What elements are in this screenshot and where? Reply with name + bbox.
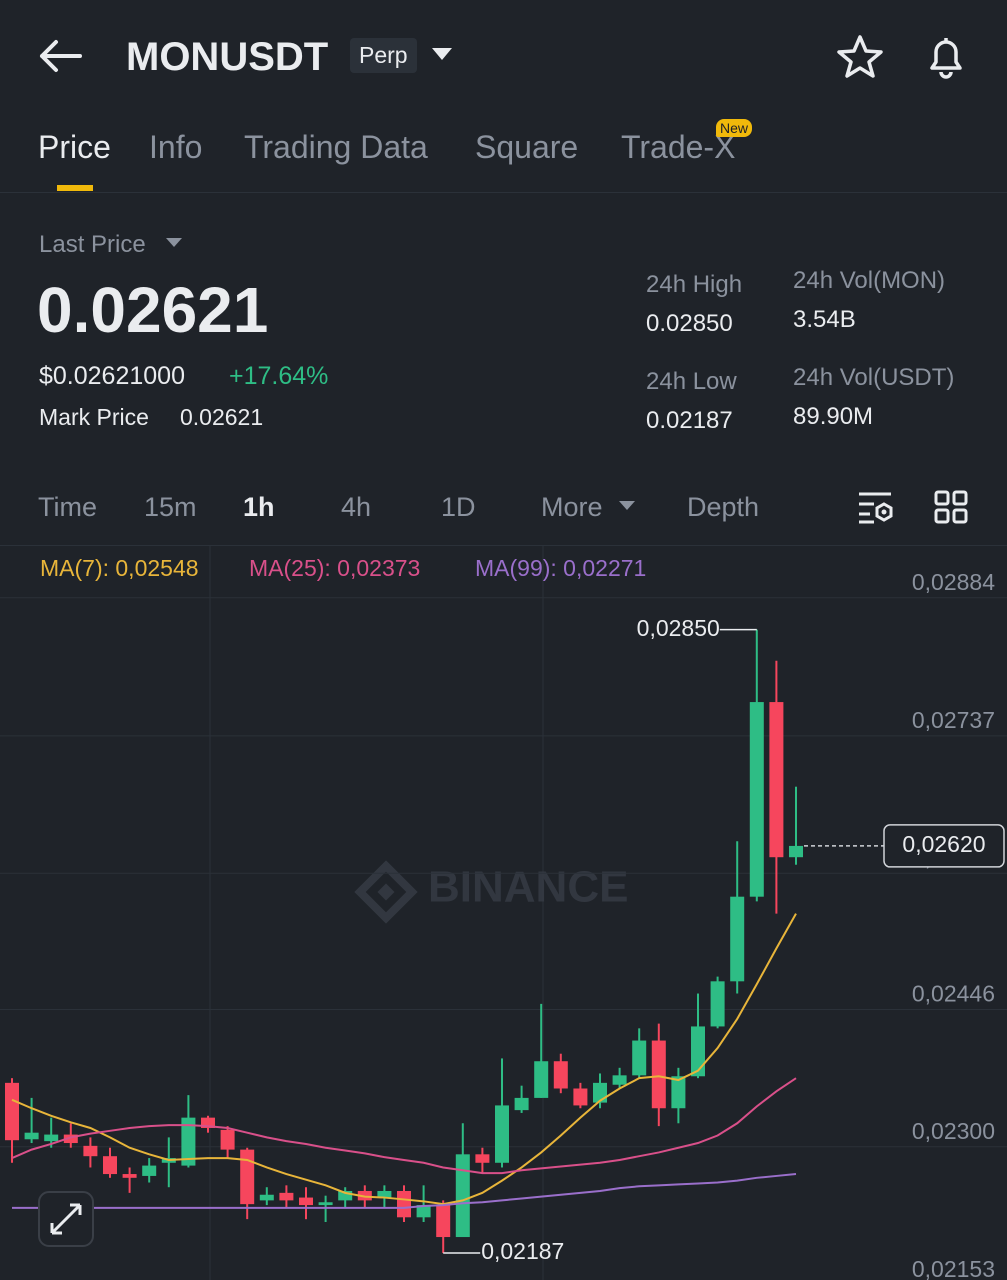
tab[interactable]: Info xyxy=(149,129,203,165)
candlestick-chart: BINANCE 0,028840,027370,025910,024460,02… xyxy=(0,546,1007,1280)
candle-body xyxy=(299,1197,313,1206)
candle-body xyxy=(691,1026,705,1077)
candle-body xyxy=(279,1192,294,1201)
interval[interactable]: 1D xyxy=(441,492,476,522)
candle-body xyxy=(416,1205,431,1218)
price-change: +17.64% xyxy=(229,362,329,390)
candle-body xyxy=(455,1154,470,1238)
candle-body xyxy=(142,1165,157,1176)
candle-body xyxy=(220,1129,235,1150)
watermark: BINANCE xyxy=(354,860,628,924)
ma-legend: MA(25): 0,02373 xyxy=(249,555,421,581)
ma-legend: MA(99): 0,02271 xyxy=(475,555,647,581)
y-tick-label: 0,02153 xyxy=(912,1256,995,1280)
y-tick-label: 0,02737 xyxy=(912,707,995,733)
candle-body xyxy=(671,1076,686,1109)
low-label: 0,02187 xyxy=(481,1238,564,1264)
perp-badge: Perp xyxy=(350,38,417,73)
ma-line xyxy=(12,1173,797,1209)
candle-body xyxy=(573,1088,588,1106)
candle-body xyxy=(318,1202,333,1206)
candle-body xyxy=(553,1061,568,1089)
y-tick-label: 0,02446 xyxy=(912,981,995,1007)
usd-price: $0.02621000 xyxy=(39,362,185,390)
interval[interactable]: Time xyxy=(38,492,97,522)
stat-value: 0.02850 xyxy=(646,310,733,337)
candle-body xyxy=(24,1132,39,1140)
interval[interactable]: Depth xyxy=(687,492,760,522)
stat-label: 24h Low xyxy=(646,368,737,395)
ma-line xyxy=(11,913,797,1206)
candle-body xyxy=(710,981,725,1027)
symbol-dropdown[interactable] xyxy=(430,46,454,62)
candle-body xyxy=(789,845,803,858)
more-caret[interactable] xyxy=(618,500,636,512)
candle-body xyxy=(632,1040,647,1076)
candle-body xyxy=(122,1174,137,1178)
candle-body xyxy=(259,1194,274,1201)
candle-body xyxy=(44,1134,59,1142)
candle-body xyxy=(514,1097,529,1111)
tab[interactable]: Price xyxy=(38,129,111,165)
candle-body xyxy=(63,1134,78,1144)
expand-button[interactable] xyxy=(38,1191,94,1247)
last-price: 0.02621 xyxy=(37,274,269,346)
ma-line xyxy=(11,1077,797,1175)
current-price-box xyxy=(883,824,1005,868)
interval[interactable]: 15m xyxy=(144,492,197,522)
candle-body xyxy=(5,1082,19,1141)
tab[interactable]: Square xyxy=(475,129,579,165)
interval[interactable]: 1h xyxy=(243,492,275,522)
symbol-title[interactable]: MONUSDT xyxy=(126,35,329,79)
candle-body xyxy=(612,1075,627,1085)
tab[interactable]: Trading Data xyxy=(244,129,428,165)
mark-price-label: Mark Price xyxy=(39,404,149,430)
candle-body xyxy=(240,1149,255,1205)
layout-button[interactable] xyxy=(934,490,970,526)
stat-value: 3.54B xyxy=(793,306,856,333)
interval[interactable]: 4h xyxy=(341,492,372,522)
y-tick-label: 0,02884 xyxy=(912,569,995,595)
favorite-button[interactable] xyxy=(836,34,884,78)
interval[interactable]: More xyxy=(541,492,603,522)
candle-body xyxy=(475,1154,490,1163)
alert-button[interactable] xyxy=(922,32,970,80)
high-label: 0,02850 xyxy=(637,615,720,641)
dropdown-caret[interactable] xyxy=(165,237,183,249)
tab-indicator xyxy=(57,185,93,191)
candle-body xyxy=(338,1190,353,1201)
mark-price: 0.02621 xyxy=(180,404,264,430)
divider xyxy=(0,545,1007,546)
candle-body xyxy=(201,1117,215,1128)
candle-body xyxy=(436,1205,451,1238)
y-tick-label: 0,02300 xyxy=(912,1118,995,1144)
ma-legend: MA(7): 0,02548 xyxy=(40,555,199,581)
candle-body xyxy=(749,702,764,897)
stat-label: 24h Vol(USDT) xyxy=(793,364,955,391)
stat-label: 24h High xyxy=(646,271,743,298)
stat-label: 24h Vol(MON) xyxy=(793,267,946,294)
watermark-text: BINANCE xyxy=(428,863,628,912)
stat-value: 0.02187 xyxy=(646,407,733,434)
divider xyxy=(0,192,1007,193)
chart-settings[interactable] xyxy=(856,490,896,526)
candle-body xyxy=(769,702,784,858)
candle-body xyxy=(730,896,745,982)
stat-value: 89.90M xyxy=(793,403,874,430)
candle-body xyxy=(651,1040,666,1109)
candle-body xyxy=(83,1145,98,1157)
candle-body xyxy=(495,1105,509,1163)
new-badge: New xyxy=(716,119,753,137)
candle-body xyxy=(377,1190,392,1198)
back-button[interactable] xyxy=(36,36,84,76)
candle-body xyxy=(397,1190,411,1218)
last-price-label[interactable]: Last Price xyxy=(39,231,146,258)
current-price-label: 0,02620 xyxy=(902,831,985,857)
candle-body xyxy=(534,1061,549,1098)
candle-body xyxy=(181,1117,196,1166)
candle-body xyxy=(103,1156,117,1175)
